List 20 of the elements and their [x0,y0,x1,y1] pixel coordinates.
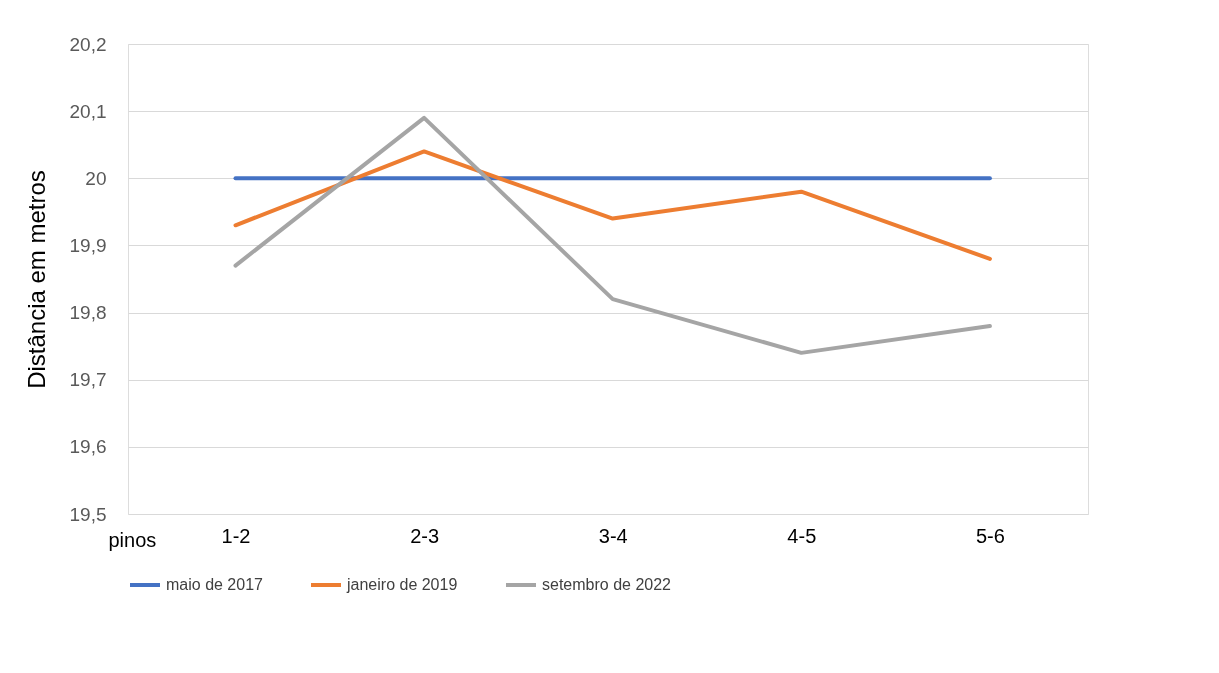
x-tick-label: 4-5 [787,524,817,547]
y-tick-label: 19,7 [69,369,107,391]
x-tick-label: 1-2 [221,524,251,547]
y-tick-label: 19,8 [69,302,107,324]
x-tick-label: 3-4 [598,524,628,547]
y-tick-label: 20,1 [69,100,107,122]
x-axis-title: pinos [108,528,157,551]
y-tick-label: 19,6 [69,436,107,458]
legend-label: maio de 2017 [166,576,264,593]
x-tick-label: 2-3 [410,524,440,547]
y-tick-label: 19,5 [69,503,107,525]
line-series [233,115,992,355]
legend-label: janeiro de 2019 [346,576,458,593]
y-tick-label: 19,9 [69,234,107,256]
y-tick-label: 20,2 [69,33,107,55]
x-tick-label: 5-6 [975,524,1005,547]
legend-label: setembro de 2022 [542,576,672,593]
y-tick-label: 20 [85,167,107,189]
line-series [233,149,992,261]
y-axis-title: Distância em metros [22,170,50,389]
